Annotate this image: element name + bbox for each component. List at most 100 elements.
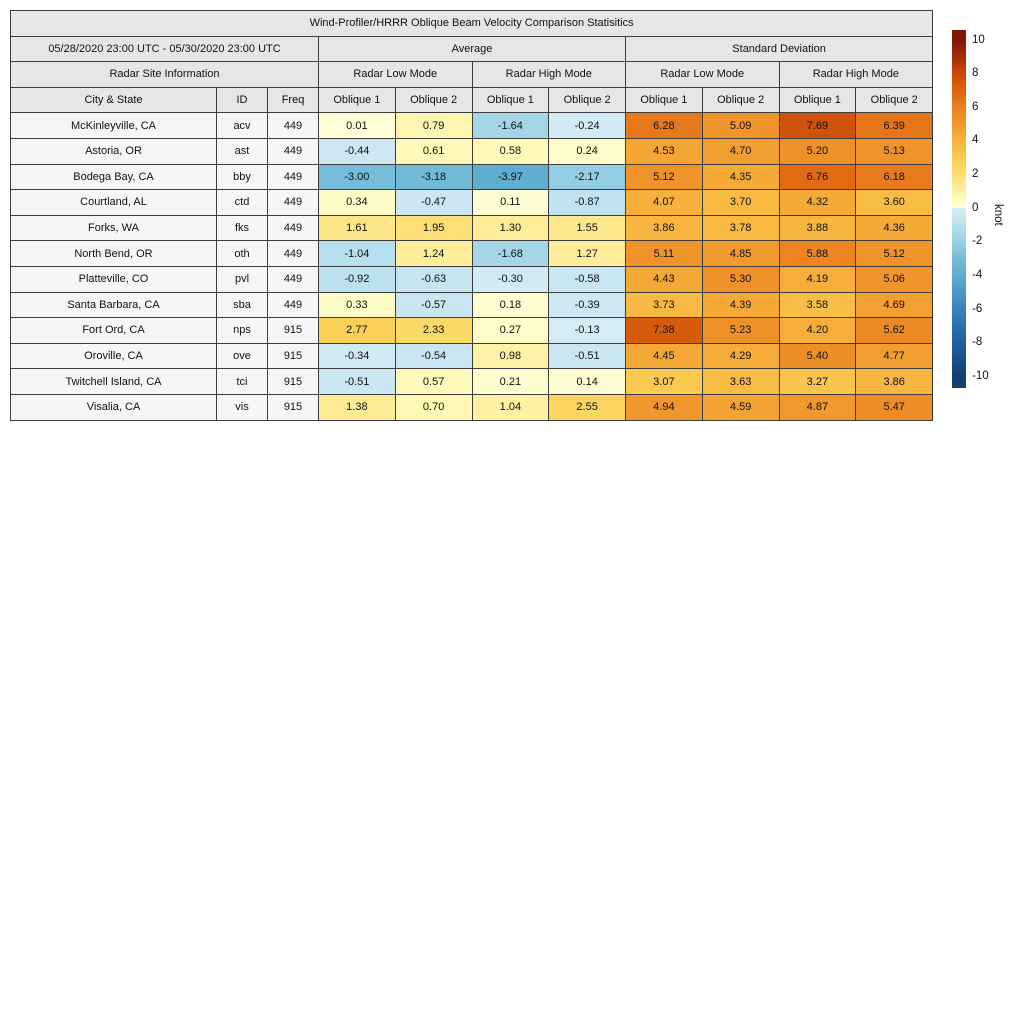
value-cell-std-low-oblique2: 3.70 — [701, 189, 780, 216]
cell-freq: 915 — [267, 317, 319, 344]
value-cell-std-low-oblique2: 3.63 — [701, 368, 780, 395]
colorbar-tick-label: 0 — [972, 201, 979, 214]
value-cell-std-low-oblique1: 3.73 — [625, 291, 703, 319]
colorbar-tick-label: -2 — [972, 235, 983, 248]
value-cell-std-low-oblique1: 7.38 — [625, 317, 703, 344]
value-cell-avg-low-oblique1: -3.00 — [318, 163, 396, 191]
value-cell-avg-low-oblique1: -1.04 — [318, 240, 396, 267]
table-row: Courtland, AL ctd 449 0.34 -0.47 0.11 -0.87 4.0… — [10, 189, 934, 216]
value-cell-std-low-oblique2: 4.70 — [701, 137, 780, 165]
value-cell-avg-high-oblique2: 1.27 — [548, 240, 626, 267]
value-cell-avg-high-oblique1: 0.11 — [471, 189, 550, 216]
value-cell-std-low-oblique2: 5.09 — [701, 112, 780, 139]
table-row: Oroville, CA ove 915 -0.34 -0.54 0.98 -0.51 4.4… — [10, 342, 934, 370]
value-cell-avg-high-oblique2: 2.55 — [548, 393, 626, 421]
value-cell-avg-low-oblique1: 0.01 — [318, 112, 396, 139]
table-row: North Bend, OR oth 449 -1.04 1.24 -1.68 1.27 5.… — [10, 240, 934, 267]
colorbar-tick-label: -8 — [972, 336, 983, 349]
value-cell-std-high-oblique1: 3.27 — [778, 368, 857, 395]
col-header-freq: Freq — [267, 86, 319, 114]
colorbar-unit-label: knot — [992, 204, 1004, 226]
cell-id: tci — [216, 368, 268, 395]
table-row: Twitchell Island, CA tci 915 -0.51 0.57 0.21 0… — [10, 368, 934, 395]
col-header-avg-low-oblique2: Oblique 2 — [394, 86, 473, 114]
value-cell-std-low-oblique1: 5.11 — [625, 240, 703, 267]
value-cell-std-high-oblique2: 5.62 — [855, 317, 934, 344]
colorbar-gradient — [952, 30, 966, 388]
table-row: Forks, WA fks 449 1.61 1.95 1.30 1.55 3.86 3.78 3… — [10, 214, 934, 242]
cell-freq: 449 — [267, 137, 319, 165]
value-cell-avg-high-oblique1: 0.58 — [471, 137, 550, 165]
cell-freq: 449 — [267, 189, 319, 216]
value-cell-avg-low-oblique2: 1.24 — [394, 240, 473, 267]
value-cell-avg-high-oblique2: 0.24 — [548, 137, 626, 165]
value-cell-std-high-oblique1: 4.32 — [778, 189, 857, 216]
value-cell-std-high-oblique2: 4.77 — [855, 342, 934, 370]
cell-city: Visalia, CA — [10, 393, 217, 421]
value-cell-std-high-oblique1: 3.58 — [778, 291, 857, 319]
site-info-header: Radar Site Information — [10, 61, 319, 88]
cell-id: sba — [216, 291, 268, 319]
value-cell-std-low-oblique2: 5.30 — [701, 265, 780, 293]
value-cell-avg-high-oblique2: 0.14 — [548, 368, 626, 395]
value-cell-avg-low-oblique1: 0.34 — [318, 189, 396, 216]
value-cell-avg-high-oblique1: -0.30 — [471, 265, 550, 293]
colorbar-tick-label: 8 — [972, 67, 979, 80]
value-cell-avg-high-oblique1: 1.04 — [471, 393, 550, 421]
value-cell-avg-low-oblique2: 0.57 — [394, 368, 473, 395]
value-cell-avg-low-oblique1: 1.38 — [318, 393, 396, 421]
value-cell-std-high-oblique1: 5.20 — [778, 137, 857, 165]
value-cell-avg-low-oblique2: 0.61 — [394, 137, 473, 165]
value-cell-std-high-oblique1: 6.76 — [778, 163, 857, 191]
value-cell-avg-low-oblique1: -0.34 — [318, 342, 396, 370]
value-cell-std-low-oblique1: 4.53 — [625, 137, 703, 165]
value-cell-std-low-oblique1: 6.28 — [625, 112, 703, 139]
std-high-mode-header: Radar High Mode — [778, 61, 934, 88]
cell-city: Courtland, AL — [10, 189, 217, 216]
colorbar-tick-label: -6 — [972, 302, 983, 315]
value-cell-avg-high-oblique1: 0.98 — [471, 342, 550, 370]
cell-id: ctd — [216, 189, 268, 216]
value-cell-std-low-oblique1: 3.07 — [625, 368, 703, 395]
value-cell-std-high-oblique2: 5.06 — [855, 265, 934, 293]
value-cell-std-low-oblique1: 4.07 — [625, 189, 703, 216]
value-cell-avg-low-oblique1: 2.77 — [318, 317, 396, 344]
value-cell-avg-high-oblique1: 0.21 — [471, 368, 550, 395]
cell-id: nps — [216, 317, 268, 344]
table-body: McKinleyville, CA acv 449 0.01 0.79 -1.64 -0.2… — [10, 112, 934, 421]
value-cell-avg-high-oblique2: -2.17 — [548, 163, 626, 191]
cell-freq: 449 — [267, 214, 319, 242]
cell-city: McKinleyville, CA — [10, 112, 217, 139]
date-range: 05/28/2020 23:00 UTC - 05/30/2020 23:00 … — [10, 35, 319, 63]
value-cell-avg-low-oblique2: -0.47 — [394, 189, 473, 216]
cell-freq: 449 — [267, 265, 319, 293]
cell-freq: 915 — [267, 342, 319, 370]
table-row: Santa Barbara, CA sba 449 0.33 -0.57 0.18 -0.3… — [10, 291, 934, 319]
value-cell-std-high-oblique2: 6.39 — [855, 112, 934, 139]
value-cell-avg-low-oblique2: 2.33 — [394, 317, 473, 344]
value-cell-avg-high-oblique2: -0.58 — [548, 265, 626, 293]
cell-id: ast — [216, 137, 268, 165]
cell-city: Santa Barbara, CA — [10, 291, 217, 319]
value-cell-std-low-oblique1: 5.12 — [625, 163, 703, 191]
cell-city: Fort Ord, CA — [10, 317, 217, 344]
col-header-std-low-oblique1: Oblique 1 — [625, 86, 703, 114]
value-cell-std-low-oblique2: 4.39 — [701, 291, 780, 319]
value-cell-std-high-oblique2: 5.13 — [855, 137, 934, 165]
cell-freq: 449 — [267, 163, 319, 191]
value-cell-avg-low-oblique2: -0.63 — [394, 265, 473, 293]
avg-high-mode-header: Radar High Mode — [471, 61, 626, 88]
cell-id: ove — [216, 342, 268, 370]
table-row: Astoria, OR ast 449 -0.44 0.61 0.58 0.24 4.53 4.… — [10, 137, 934, 165]
cell-city: Platteville, CO — [10, 265, 217, 293]
cell-id: pvl — [216, 265, 268, 293]
value-cell-avg-low-oblique1: 1.61 — [318, 214, 396, 242]
col-header-id: ID — [216, 86, 268, 114]
colorbar-tick-label: 6 — [972, 100, 979, 113]
colorbar-tick-label: 10 — [972, 33, 985, 46]
col-header-std-high-oblique1: Oblique 1 — [778, 86, 857, 114]
value-cell-std-high-oblique1: 4.87 — [778, 393, 857, 421]
table-row: Fort Ord, CA nps 915 2.77 2.33 0.27 -0.13 7.38 5… — [10, 317, 934, 344]
std-low-mode-header: Radar Low Mode — [625, 61, 780, 88]
